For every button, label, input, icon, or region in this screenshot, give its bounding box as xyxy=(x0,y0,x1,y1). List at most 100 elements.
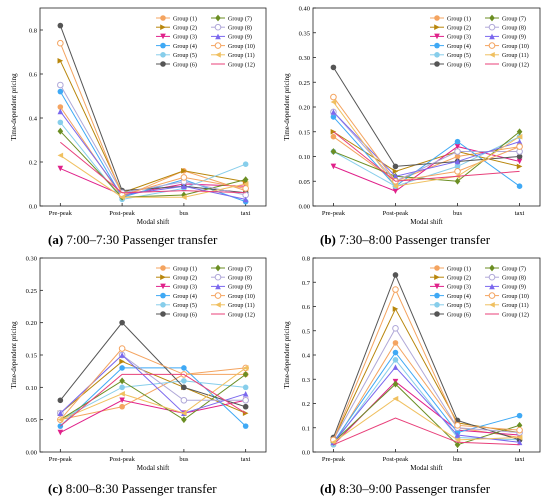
data-point xyxy=(516,439,523,446)
data-point xyxy=(57,88,64,95)
y-axis-label: Time-dependent pricing xyxy=(10,73,18,141)
data-point xyxy=(57,22,64,29)
y-tick-label: 0.20 xyxy=(26,320,37,327)
chart-panel-b: 0.00 0.05 0.10 0.15 0.20 0.25 0.30 0.35 0.40 Pre-… xyxy=(283,6,541,226)
data-point xyxy=(454,422,461,429)
series-line xyxy=(333,101,520,187)
legend-marker xyxy=(434,302,440,308)
legend-label: Group (7) xyxy=(502,15,526,22)
legend-marker xyxy=(215,52,221,58)
series-line xyxy=(59,111,246,200)
legend-marker xyxy=(215,283,221,290)
y-tick-label: 0.1 xyxy=(302,425,310,432)
legend: Group (1) Group (2) Group (3) Group (4) Grou… xyxy=(430,264,529,318)
x-tick-label: Post-peak xyxy=(109,210,135,217)
series-line xyxy=(332,288,520,441)
legend-label: Group (7) xyxy=(228,15,252,22)
data-point xyxy=(516,426,523,434)
legend-label: Group (11) xyxy=(228,52,255,59)
x-tick-label: Post-peak xyxy=(383,456,409,463)
data-point xyxy=(119,352,125,358)
data-point xyxy=(242,391,249,397)
x-tick-label: bus xyxy=(453,456,463,463)
legend-marker xyxy=(489,14,495,22)
legend-marker xyxy=(160,311,166,317)
legend-label: Group (6) xyxy=(173,61,197,68)
caption-b: (b) 7:30–8:00 Passenger transfer xyxy=(320,232,490,248)
legend-label: Group (11) xyxy=(502,52,529,59)
series-line xyxy=(333,383,520,446)
data-point xyxy=(119,319,125,326)
y-tick-label: 0.30 xyxy=(26,256,37,263)
legend-label: Group (1) xyxy=(173,265,197,272)
legend-marker xyxy=(434,42,440,49)
legend: Group (1) Group (2) Group (3) Group (4) Grou… xyxy=(156,264,255,318)
data-point xyxy=(57,410,64,416)
series-line xyxy=(60,168,246,196)
series-line xyxy=(333,417,520,446)
data-point xyxy=(118,345,126,352)
legend-marker xyxy=(434,52,440,58)
legend-marker xyxy=(160,302,166,308)
caption-c: (c) 8:00–8:30 Passenger transfer xyxy=(48,481,217,497)
data-point xyxy=(454,437,461,443)
data-point xyxy=(516,158,523,165)
series-group-11 xyxy=(57,152,249,200)
series-line xyxy=(332,307,520,441)
data-point xyxy=(516,183,523,189)
legend-label: Group (11) xyxy=(228,302,255,309)
series-group-12 xyxy=(333,131,520,182)
series-group-11 xyxy=(57,365,249,423)
y-tick-label: 0.0 xyxy=(29,204,37,211)
y-tick-label: 0.5 xyxy=(302,328,310,335)
y-tick-label: 0.15 xyxy=(26,353,37,360)
y-axis-label: Time-dependent pricing xyxy=(283,321,291,389)
legend-marker xyxy=(489,33,495,40)
y-tick-label: 0.7 xyxy=(302,280,311,287)
series-line xyxy=(60,373,246,421)
series-group-12 xyxy=(60,141,246,194)
x-tick-label: taxi xyxy=(241,210,251,217)
series-line xyxy=(333,398,520,443)
legend-label: Group (6) xyxy=(447,61,471,68)
data-point xyxy=(516,133,523,140)
series-group-3 xyxy=(330,378,523,448)
data-point xyxy=(180,396,188,404)
x-tick-label: Pre-peak xyxy=(49,210,73,217)
y-tick-label: 0.15 xyxy=(299,129,310,136)
legend-label: Group (3) xyxy=(173,284,197,291)
series-line xyxy=(333,351,520,443)
data-point xyxy=(392,395,399,402)
y-tick-label: 0.35 xyxy=(299,30,310,37)
legend-marker xyxy=(214,42,222,49)
caption-d-text: 8:30–9:00 Passenger transfer xyxy=(339,481,491,496)
caption-a-text: 7:00–7:30 Passenger transfer xyxy=(66,232,218,247)
legend-marker xyxy=(489,52,495,58)
chart-panel-c: 0.00 0.05 0.10 0.15 0.20 0.25 0.30 Pre-peak Post… xyxy=(10,256,267,472)
legend-marker xyxy=(434,265,440,271)
legend-label: Group (8) xyxy=(502,25,526,32)
legend-marker xyxy=(214,292,222,299)
x-tick-label: taxi xyxy=(515,456,525,463)
caption-a: (a) 7:00–7:30 Passenger transfer xyxy=(48,232,217,248)
data-point xyxy=(57,104,64,110)
legend-label: Group (12) xyxy=(228,61,255,68)
y-tick-label: 0.20 xyxy=(299,105,310,112)
series-group-11 xyxy=(330,395,523,446)
data-point xyxy=(242,371,249,378)
data-point xyxy=(516,434,523,441)
data-point xyxy=(392,272,399,278)
data-point xyxy=(392,183,399,189)
data-point xyxy=(181,410,187,416)
data-point xyxy=(392,364,399,370)
data-point xyxy=(242,403,249,410)
series-group-6 xyxy=(57,319,249,410)
legend-label: Group (9) xyxy=(228,284,252,291)
legend-marker xyxy=(160,15,166,21)
data-point xyxy=(392,340,399,346)
legend-label: Group (1) xyxy=(447,265,471,272)
legend-label: Group (5) xyxy=(447,52,471,59)
data-point xyxy=(330,148,337,155)
y-tick-label: 0.10 xyxy=(26,385,37,392)
y-tick-label: 0.3 xyxy=(302,377,310,384)
